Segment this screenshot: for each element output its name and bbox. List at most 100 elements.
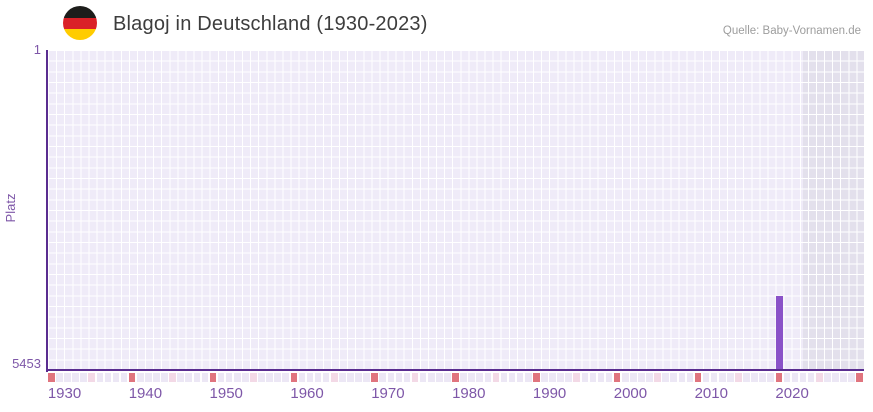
ruler-cell-1969 (363, 373, 370, 382)
ruler-cell-1938 (112, 373, 120, 382)
ruler-cell-1999 (605, 373, 613, 382)
ruler-cell-2025 (815, 373, 823, 382)
x-tick-label-1950: 1950 (209, 385, 243, 402)
rank-bar-2020[interactable] (775, 296, 783, 369)
ruler-cell-1962 (306, 373, 314, 382)
ruler-cell-2017 (751, 373, 758, 382)
y-axis-title: Platz (3, 193, 18, 223)
ruler-cell-1997 (589, 373, 597, 382)
ruler-cell-2009 (686, 373, 694, 382)
ruler-cell-1953 (233, 373, 241, 382)
ruler-cell-1982 (468, 373, 475, 382)
ruler-cell-2026 (824, 373, 831, 382)
ruler-cell-1967 (347, 373, 354, 382)
ruler-cell-2019 (767, 373, 775, 382)
ruler-cell-1945 (169, 373, 176, 382)
ruler-cell-1976 (419, 373, 427, 382)
chart-title: Blagoj in Deutschland (1930-2023) (113, 13, 428, 35)
y-axis-line (46, 50, 48, 372)
ruler-cell-2011 (702, 373, 710, 382)
ruler-cell-1948 (193, 373, 201, 382)
ruler-cell-1937 (104, 373, 112, 382)
ruler-cell-1961 (298, 373, 306, 382)
ruler-cell-2018 (759, 373, 766, 382)
ruler-cell-1973 (395, 373, 403, 382)
ruler-cell-1987 (508, 373, 516, 382)
ruler-cell-2028 (840, 373, 847, 382)
ruler-cell-1935 (88, 373, 95, 382)
ruler-cell-2014 (727, 373, 734, 382)
ruler-cell-1964 (322, 373, 330, 382)
ruler-cell-2020 (775, 373, 783, 382)
ruler-cell-1996 (581, 373, 589, 382)
ruler-cell-1951 (217, 373, 225, 382)
ruler-cell-1988 (516, 373, 524, 382)
ruler-cell-2003 (638, 373, 645, 382)
ruler-cell-1980 (452, 373, 459, 382)
x-axis-line (46, 369, 864, 371)
ruler-cell-1956 (258, 373, 265, 382)
ruler-cell-2030 (856, 373, 863, 382)
ruler-cell-2021 (783, 373, 791, 382)
ruler-cell-1986 (500, 373, 508, 382)
ruler-cell-2000 (613, 373, 621, 382)
ruler-cell-2005 (654, 373, 661, 382)
ruler-cell-1992 (549, 373, 556, 382)
ruler-cell-1941 (136, 373, 144, 382)
ruler-cell-1930 (48, 373, 55, 382)
ruler-cell-1989 (524, 373, 532, 382)
x-tick-label-1960: 1960 (290, 385, 324, 402)
flag-stripe-black (63, 6, 97, 18)
ruler-cell-1995 (573, 373, 581, 382)
ruler-cell-1991 (541, 373, 548, 382)
ruler-cell-2007 (670, 373, 678, 382)
ruler-cell-1965 (330, 373, 338, 382)
y-axis-tick-max: 5453 (12, 356, 41, 371)
ruler-cell-1993 (557, 373, 564, 382)
ruler-cell-1960 (290, 373, 298, 382)
ruler-cell-2012 (710, 373, 718, 382)
ruler-cell-1970 (371, 373, 378, 382)
ruler-cell-1959 (282, 373, 290, 382)
ruler-cell-2023 (799, 373, 807, 382)
ruler-cell-1984 (484, 373, 492, 382)
ruler-cell-1957 (266, 373, 273, 382)
ruler-cell-1936 (96, 373, 104, 382)
ruler-cell-2027 (832, 373, 839, 382)
ruler-cell-2006 (662, 373, 669, 382)
x-tick-label-2000: 2000 (613, 385, 648, 402)
ruler-cell-1990 (533, 373, 540, 382)
ruler-cell-1972 (387, 373, 395, 382)
ruler-cell-1966 (339, 373, 346, 382)
ruler-cell-2016 (743, 373, 750, 382)
ruler-cell-1977 (427, 373, 435, 382)
x-tick-label-1990: 1990 (532, 385, 567, 402)
ruler-cell-1950 (209, 373, 217, 382)
y-axis-tick-min: 1 (33, 42, 41, 57)
ruler-cell-1981 (460, 373, 467, 382)
x-tick-label-1940: 1940 (128, 385, 163, 402)
ruler-cell-1968 (355, 373, 362, 382)
ruler-cell-1979 (444, 373, 451, 382)
ruler-cell-1940 (128, 373, 136, 382)
x-tick-label-1930: 1930 (47, 385, 82, 402)
ruler-cell-2001 (621, 373, 629, 382)
ruler-cell-1949 (201, 373, 209, 382)
german-flag-icon (63, 6, 97, 40)
ruler-cell-1958 (274, 373, 281, 382)
ruler-cell-1975 (411, 373, 419, 382)
ruler-cell-1985 (492, 373, 500, 382)
ruler-cell-1955 (250, 373, 257, 382)
x-tick-label-2020: 2020 (775, 385, 809, 402)
ruler-cell-1942 (145, 373, 152, 382)
ruler-cell-1931 (56, 373, 63, 382)
x-tick-label-1970: 1970 (371, 385, 405, 402)
ruler-cell-1974 (403, 373, 411, 382)
ruler-cell-1998 (597, 373, 605, 382)
ruler-cell-2013 (718, 373, 726, 382)
ruler-cell-2029 (848, 373, 855, 382)
ruler-cell-1983 (476, 373, 484, 382)
ruler-cell-2004 (646, 373, 653, 382)
ruler-cell-1978 (436, 373, 443, 382)
